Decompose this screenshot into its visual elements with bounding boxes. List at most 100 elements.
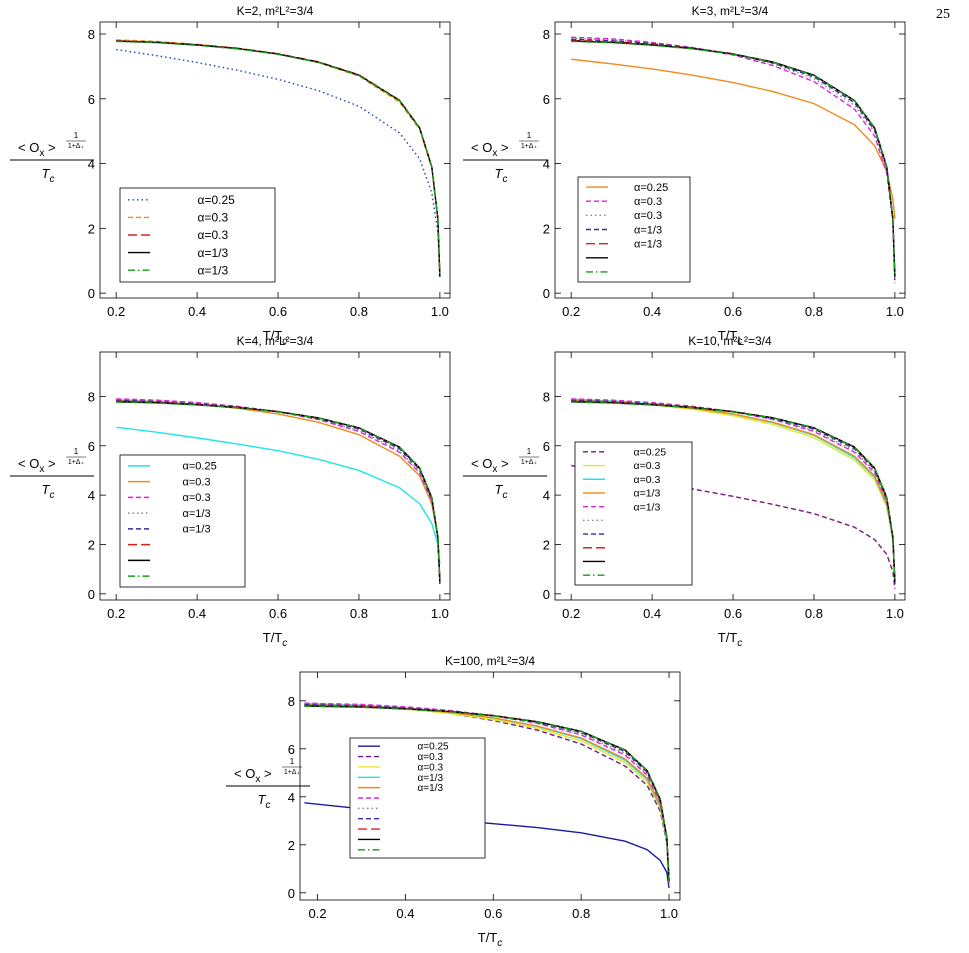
legend-label: α=0.3 [198,228,229,242]
curve [116,48,441,277]
curve [571,40,896,277]
x-tick-label: 0.6 [484,906,502,921]
x-label-sub: c [282,638,287,649]
x-tick-label: 0.4 [188,606,206,621]
y-label-exp-den: 1+Δ₊ [68,143,85,150]
y-label-exp-num: 1 [74,447,79,456]
legend-label: α=0.3 [634,474,661,486]
legend-label: α=1/3 [198,263,229,277]
curve [116,398,441,584]
y-axis-label: < Ox > [471,456,509,475]
y-tick-label: 6 [88,439,95,454]
y-tick-label: 0 [543,587,550,602]
legend-label: α=0.3 [198,211,229,225]
legend-label: α=0.25 [183,461,217,473]
y-tick-label: 6 [543,92,550,107]
y-label-sub: x [39,148,44,159]
chart: K=10, m²L²=3/40.2 0.4 0.6 0.8 1.002468T/Tc< … [463,334,906,649]
legend-label: α=0.3 [634,196,662,208]
y-label-sub: c [49,490,54,501]
y-label-exp-num: 1 [290,757,295,766]
x-axis-label: T/Tc [718,630,743,649]
y-label-sub: x [492,464,497,475]
chart-title: K=3, m²L²=3/4 [692,4,769,18]
x-tick-label: 0.4 [643,606,661,621]
curve [304,703,670,884]
y-tick-label: 2 [543,221,550,236]
y-label-part: > [497,140,508,155]
x-tick-label: 0.8 [805,606,823,621]
legend-label: α=0.25 [418,742,450,753]
plot-frame [554,21,906,299]
y-tick-label: 0 [88,587,95,602]
x-label-part: T/T [263,630,283,645]
y-label-part: < O [471,140,492,155]
legend-label: α=0.3 [183,476,211,488]
curve [571,398,896,584]
x-tick-label: 0.8 [805,304,823,319]
y-axis-label: < Ox > [18,140,56,159]
legend-label: α=0.3 [634,460,661,472]
x-label-sub: c [497,938,502,949]
y-label-part: > [260,766,271,781]
x-label-part: T/T [718,630,738,645]
legend-label: α=1/3 [634,224,662,236]
y-label-part: > [44,456,55,471]
y-tick-label: 0 [88,286,95,301]
y-tick-label: 8 [88,27,95,42]
plot-frame [99,21,451,299]
legend-label: α=1/3 [634,488,661,500]
y-label-exp-den: 1+Δ₊ [521,143,538,150]
y-label-part: T [258,792,267,807]
x-tick-label: 1.0 [431,304,449,319]
chart-title: K=2, m²L²=3/4 [237,4,314,18]
legend-label: α=1/3 [634,238,662,250]
x-axis-label: T/Tc [718,328,743,347]
x-label-part: T/T [718,328,738,343]
chart-title: K=100, m²L²=3/4 [445,654,535,668]
x-label-sub: c [282,336,287,347]
y-label-sub: x [255,774,260,785]
x-label-part: T/T [478,930,498,945]
y-axis-label: < Ox > [234,766,272,785]
y-label-part: T [42,482,51,497]
legend-label: α=0.25 [634,182,668,194]
legend-label: α=1/3 [183,524,211,536]
y-label-sub: c [502,490,507,501]
curve [571,401,896,582]
x-tick-label: 0.6 [269,304,287,319]
x-label-part: T/T [263,328,283,343]
x-tick-label: 0.8 [572,906,590,921]
y-label-sub: c [49,174,54,185]
plot-frame [554,351,906,601]
x-label-sub: c [737,638,742,649]
legend-label: α=1/3 [418,773,444,784]
legend-label: α=0.25 [634,447,667,459]
y-label-part: < O [18,456,39,471]
y-tick-label: 8 [543,389,550,404]
x-tick-label: 0.2 [107,606,125,621]
y-label-part: T [495,166,504,181]
y-label-exp-den: 1+Δ₊ [521,459,538,466]
x-label-sub: c [737,336,742,347]
x-tick-label: 0.2 [107,304,125,319]
y-tick-label: 6 [543,439,550,454]
x-tick-label: 0.2 [562,304,580,319]
page-number: 25 [936,7,950,22]
x-tick-label: 0.6 [724,304,742,319]
legend [349,737,486,859]
y-tick-label: 6 [288,742,295,757]
legend-label: α=1/3 [418,783,444,794]
y-tick-label: 0 [288,886,295,901]
chart: K=100, m²L²=3/40.2 0.4 0.6 0.8 1.002468T/Tc<… [226,654,681,949]
x-axis-label: T/Tc [263,630,288,649]
y-tick-label: 2 [88,537,95,552]
x-tick-label: 1.0 [431,606,449,621]
x-tick-label: 0.4 [396,906,414,921]
y-label-part: T [42,166,51,181]
y-tick-label: 8 [88,389,95,404]
y-tick-label: 4 [88,488,95,503]
